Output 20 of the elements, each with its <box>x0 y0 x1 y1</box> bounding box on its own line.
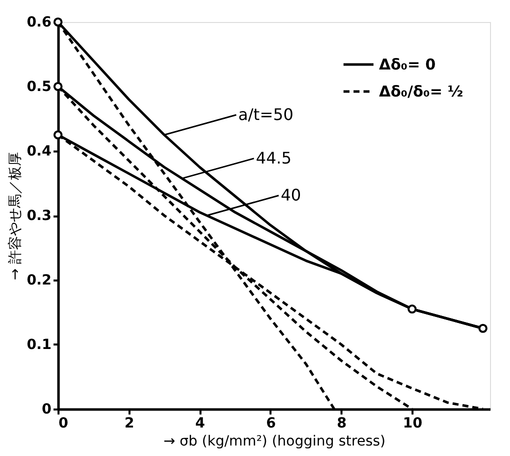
y-tick-label: 0.1 <box>26 337 52 353</box>
x-tick-label: 4 <box>195 416 206 432</box>
x-tick-label: 6 <box>266 416 276 432</box>
annotation: 40 <box>280 186 302 204</box>
y-tick-label: 0 <box>42 402 52 418</box>
y-tick-label: 0.2 <box>26 272 52 288</box>
y-tick-label: 0.3 <box>26 208 52 224</box>
x-tick-label: 0 <box>58 416 68 432</box>
y-axis-title: → 許容やせ馬／板厚 <box>8 152 24 280</box>
x-tick-label: 8 <box>336 416 347 432</box>
y-tick-label: 0.4 <box>26 144 52 160</box>
y-tick-label: 0.6 <box>26 14 52 30</box>
y-tick-label: 0.5 <box>26 79 52 95</box>
legend-label: Δδ₀/δ₀= ½ <box>379 82 464 100</box>
x-axis-title: → σb (kg/mm²) (hogging stress) <box>163 434 386 450</box>
annotation: 44.5 <box>256 148 292 168</box>
legend-label: Δδ₀= 0 <box>379 56 436 74</box>
x-tick-label: 10 <box>402 416 423 432</box>
annotation: a/t=50 <box>238 104 294 124</box>
x-tick-label: 2 <box>124 416 134 432</box>
